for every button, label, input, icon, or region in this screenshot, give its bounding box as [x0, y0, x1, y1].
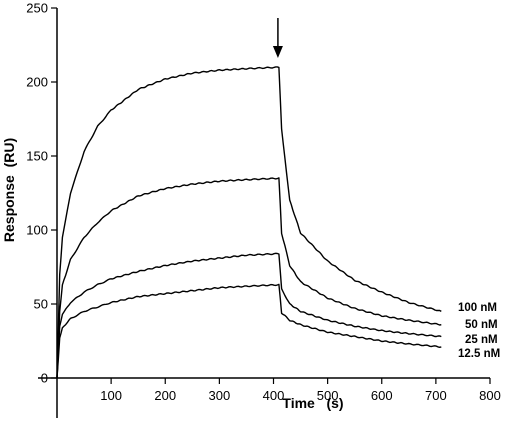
series-label: 25 nM [465, 334, 498, 346]
y-tick-label: 150 [26, 149, 48, 164]
series-line [56, 177, 442, 379]
x-tick-label: 100 [100, 388, 122, 403]
y-tick-label: 50 [34, 297, 48, 312]
y-axis-title: Response (RU) [1, 138, 17, 242]
x-tick-label: 600 [371, 388, 393, 403]
series-label: 12.5 nM [458, 348, 500, 360]
labels: 100 nM 50 nM 25 nM 12.5 nM [458, 302, 500, 360]
series-label: 100 nM [458, 302, 497, 314]
axes: 0 50 100 150 200 250 100 200 300 400 500 600 700 800 [26, 1, 501, 418]
x-tick-label: 300 [209, 388, 231, 403]
y-tick-label: 250 [26, 1, 48, 16]
arrow-head [272, 46, 283, 58]
x-tick-label: 400 [263, 388, 285, 403]
curves [56, 18, 442, 379]
y-tick-label: 200 [26, 75, 48, 90]
y-tick-label: 100 [26, 223, 48, 238]
series-line [56, 283, 442, 379]
x-tick-label: 800 [479, 388, 501, 403]
series-line [56, 252, 442, 379]
x-tick-label: 500 [317, 388, 339, 403]
series-label: 50 nM [465, 319, 498, 331]
y-tick-label: 0 [41, 371, 48, 386]
x-axis-title: Time (s) [282, 395, 343, 411]
series-line [56, 66, 442, 379]
x-tick-label: 700 [425, 388, 447, 403]
x-tick-label: 200 [154, 388, 176, 403]
